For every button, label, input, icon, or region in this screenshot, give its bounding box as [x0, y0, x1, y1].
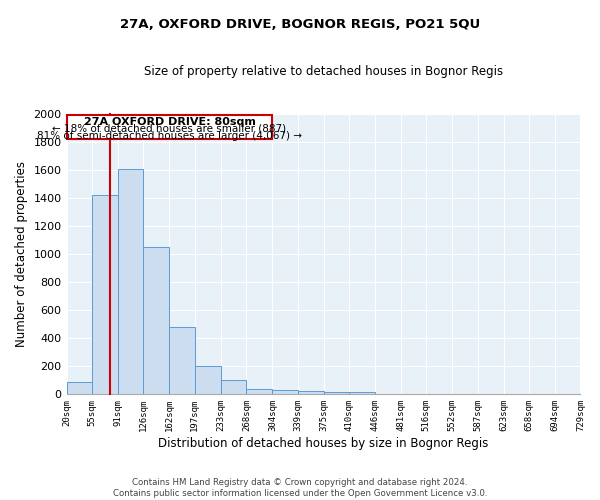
FancyBboxPatch shape: [67, 114, 272, 139]
Text: 27A OXFORD DRIVE: 80sqm: 27A OXFORD DRIVE: 80sqm: [83, 116, 256, 126]
Bar: [221, 380, 247, 394]
Bar: [272, 390, 298, 394]
Text: 81% of semi-detached houses are larger (4,067) →: 81% of semi-detached houses are larger (…: [37, 130, 302, 140]
Bar: [67, 382, 92, 394]
Text: ← 18% of detached houses are smaller (887): ← 18% of detached houses are smaller (88…: [52, 124, 287, 134]
Bar: [118, 168, 143, 394]
Bar: [324, 392, 349, 394]
Bar: [349, 392, 376, 394]
Bar: [92, 195, 118, 394]
X-axis label: Distribution of detached houses by size in Bognor Regis: Distribution of detached houses by size …: [158, 437, 489, 450]
Bar: [195, 366, 221, 394]
Bar: [169, 327, 195, 394]
Text: 27A, OXFORD DRIVE, BOGNOR REGIS, PO21 5QU: 27A, OXFORD DRIVE, BOGNOR REGIS, PO21 5Q…: [120, 18, 480, 30]
Text: Contains HM Land Registry data © Crown copyright and database right 2024.
Contai: Contains HM Land Registry data © Crown c…: [113, 478, 487, 498]
Bar: [298, 391, 324, 394]
Y-axis label: Number of detached properties: Number of detached properties: [15, 161, 28, 347]
Bar: [143, 247, 169, 394]
Bar: [247, 388, 272, 394]
Title: Size of property relative to detached houses in Bognor Regis: Size of property relative to detached ho…: [144, 65, 503, 78]
